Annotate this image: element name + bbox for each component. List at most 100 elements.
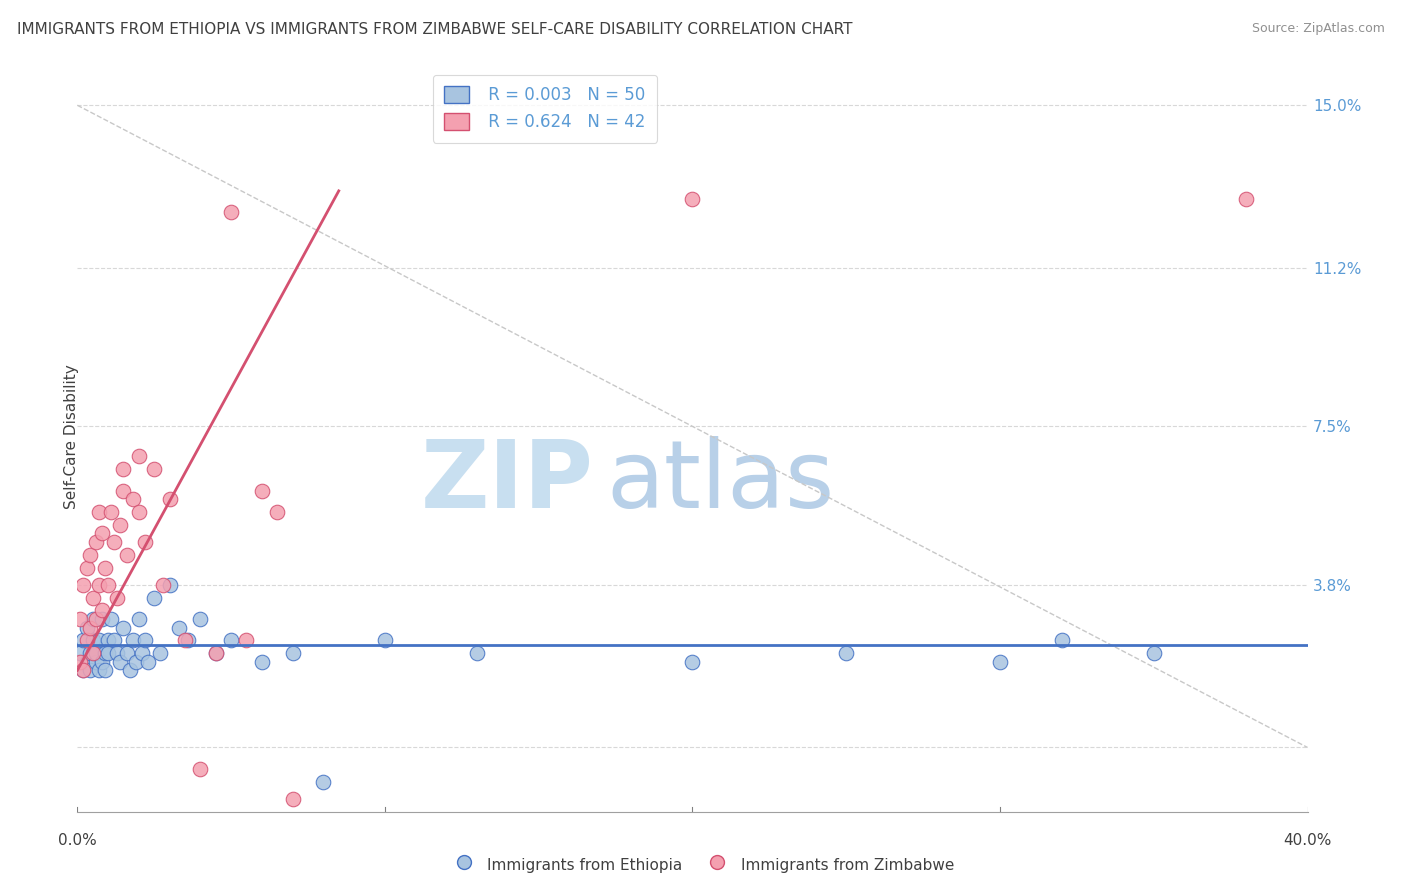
- Point: [219, 633, 242, 648]
- Point: [235, 633, 257, 648]
- Point: [79, 646, 101, 660]
- Point: [97, 633, 120, 648]
- Point: [87, 633, 110, 648]
- Point: [105, 591, 128, 605]
- Point: [76, 621, 98, 635]
- Point: [76, 560, 98, 574]
- Point: [143, 462, 166, 476]
- Point: [90, 526, 114, 541]
- Point: [79, 548, 101, 562]
- Point: [143, 591, 166, 605]
- Text: atlas: atlas: [606, 436, 835, 528]
- Point: [134, 535, 156, 549]
- Point: [76, 655, 98, 669]
- Point: [1143, 646, 1166, 660]
- Point: [82, 646, 104, 660]
- Point: [115, 548, 138, 562]
- Point: [72, 664, 94, 678]
- Legend:  R = 0.003   N = 50,  R = 0.624   N = 42: R = 0.003 N = 50, R = 0.624 N = 42: [433, 75, 657, 143]
- Point: [281, 792, 304, 806]
- Point: [87, 505, 110, 519]
- Point: [90, 655, 114, 669]
- Point: [97, 578, 120, 592]
- Point: [128, 612, 150, 626]
- Text: IMMIGRANTS FROM ETHIOPIA VS IMMIGRANTS FROM ZIMBABWE SELF-CARE DISABILITY CORREL: IMMIGRANTS FROM ETHIOPIA VS IMMIGRANTS F…: [17, 22, 852, 37]
- Point: [312, 774, 335, 789]
- Point: [204, 646, 226, 660]
- Point: [131, 646, 153, 660]
- Text: 40.0%: 40.0%: [1284, 833, 1331, 848]
- Point: [112, 462, 135, 476]
- Point: [204, 646, 226, 660]
- Text: Source: ZipAtlas.com: Source: ZipAtlas.com: [1251, 22, 1385, 36]
- Point: [90, 612, 114, 626]
- Point: [84, 646, 107, 660]
- Point: [159, 578, 181, 592]
- Point: [82, 591, 104, 605]
- Point: [79, 664, 101, 678]
- Point: [682, 193, 704, 207]
- Point: [69, 646, 91, 660]
- Point: [79, 621, 101, 635]
- Point: [84, 655, 107, 669]
- Point: [105, 646, 128, 660]
- Point: [82, 612, 104, 626]
- Point: [152, 578, 174, 592]
- Point: [94, 646, 117, 660]
- Point: [87, 664, 110, 678]
- Point: [115, 646, 138, 660]
- Legend: Immigrants from Ethiopia, Immigrants from Zimbabwe: Immigrants from Ethiopia, Immigrants fro…: [446, 849, 960, 880]
- Point: [72, 633, 94, 648]
- Point: [103, 535, 125, 549]
- Point: [100, 612, 122, 626]
- Point: [374, 633, 396, 648]
- Point: [125, 655, 148, 669]
- Point: [82, 633, 104, 648]
- Point: [110, 655, 132, 669]
- Point: [97, 646, 120, 660]
- Point: [103, 633, 125, 648]
- Point: [134, 633, 156, 648]
- Point: [94, 560, 117, 574]
- Point: [465, 646, 488, 660]
- Point: [72, 578, 94, 592]
- Y-axis label: Self-Care Disability: Self-Care Disability: [65, 365, 79, 509]
- Point: [250, 483, 273, 498]
- Text: 0.0%: 0.0%: [58, 833, 97, 848]
- Point: [87, 578, 110, 592]
- Point: [1234, 193, 1257, 207]
- Point: [177, 633, 200, 648]
- Point: [84, 535, 107, 549]
- Point: [159, 492, 181, 507]
- Point: [90, 603, 114, 617]
- Point: [682, 655, 704, 669]
- Point: [835, 646, 858, 660]
- Point: [188, 762, 212, 776]
- Point: [76, 633, 98, 648]
- Point: [988, 655, 1011, 669]
- Point: [72, 664, 94, 678]
- Point: [69, 612, 91, 626]
- Point: [167, 621, 190, 635]
- Point: [149, 646, 172, 660]
- Point: [174, 633, 197, 648]
- Point: [128, 450, 150, 464]
- Point: [1050, 633, 1073, 648]
- Point: [94, 664, 117, 678]
- Point: [219, 205, 242, 219]
- Point: [188, 612, 212, 626]
- Point: [112, 621, 135, 635]
- Point: [136, 655, 159, 669]
- Point: [100, 505, 122, 519]
- Point: [69, 655, 91, 669]
- Point: [112, 483, 135, 498]
- Point: [281, 646, 304, 660]
- Point: [110, 517, 132, 532]
- Point: [266, 505, 288, 519]
- Point: [118, 664, 141, 678]
- Point: [121, 633, 143, 648]
- Point: [128, 505, 150, 519]
- Point: [84, 612, 107, 626]
- Point: [121, 492, 143, 507]
- Text: ZIP: ZIP: [422, 436, 595, 528]
